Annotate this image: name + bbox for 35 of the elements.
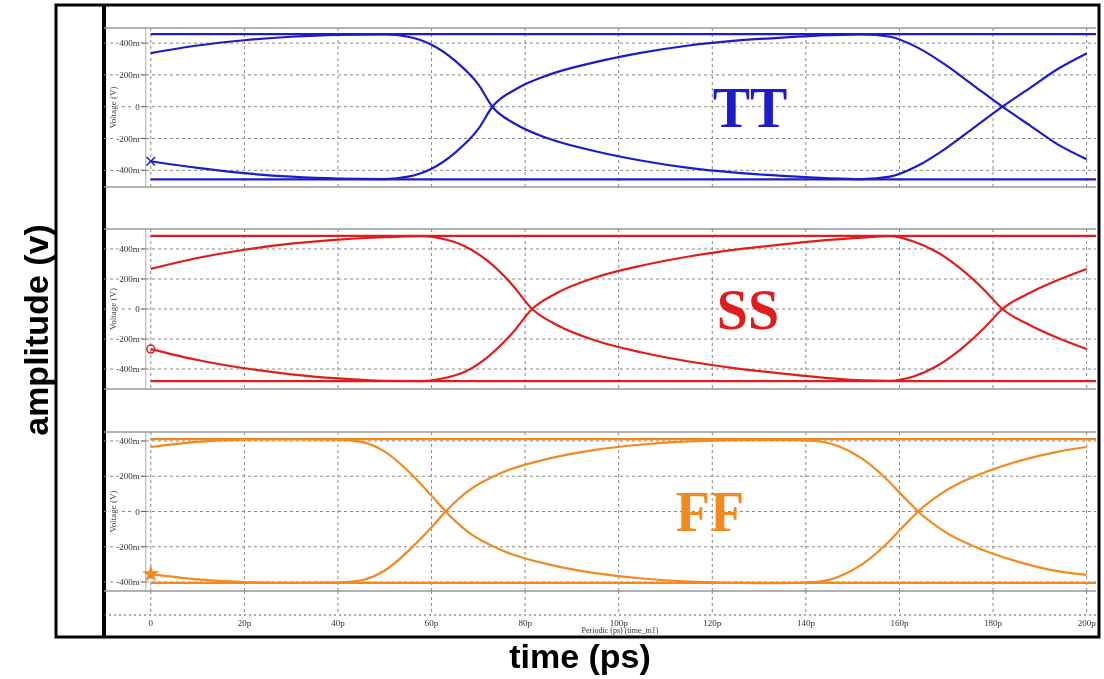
y-tick-label: 0 [135,304,141,315]
y-tick-label: -200m [116,133,140,144]
x-tick-label: 160p [890,618,909,628]
x-tick-label: 60p [424,618,439,628]
y-tick-label: -200m [116,541,140,552]
y-tick-label: 200m [119,70,140,81]
y-tick-label: 400m [119,244,140,255]
y-tick-label: 400m [119,436,140,447]
y-axis-title: Voltage (V) [108,86,118,129]
x-tick-label: 20p [237,618,252,628]
text: amplitude (v) [17,224,55,436]
x-tick-label: 200p [1077,618,1097,628]
text: time (ps) [509,637,651,675]
x-tick-label: 120p [703,618,722,628]
x-axis-title: Periodic (ps) (time_m1) [581,626,659,635]
y-tick-label: 200m [119,274,140,285]
x-tick-label: 140p [796,618,816,628]
y-axis-title: Voltage (V) [108,287,118,331]
y-tick-label: -400m [116,577,140,588]
y-tick-label: 0 [135,101,141,112]
y-tick-label: -200m [116,334,140,345]
y-tick-label: 400m [119,38,140,49]
y-axis-title: Voltage (V) [108,490,118,533]
x-tick-label: 40p [331,618,346,628]
y-tick-label: 200m [119,471,140,482]
x-tick-label: 180p [984,618,1003,628]
text: TT [712,77,788,140]
x-tick-label: 100p [609,618,629,628]
y-tick-label: -400m [116,165,140,176]
x-tick-label: 0 [148,618,154,628]
text: FF [675,481,745,544]
y-tick-label: 0 [135,506,141,517]
y-tick-label: -400m [116,364,140,375]
text: SS [716,278,780,341]
x-tick-label: 80p [518,618,533,628]
